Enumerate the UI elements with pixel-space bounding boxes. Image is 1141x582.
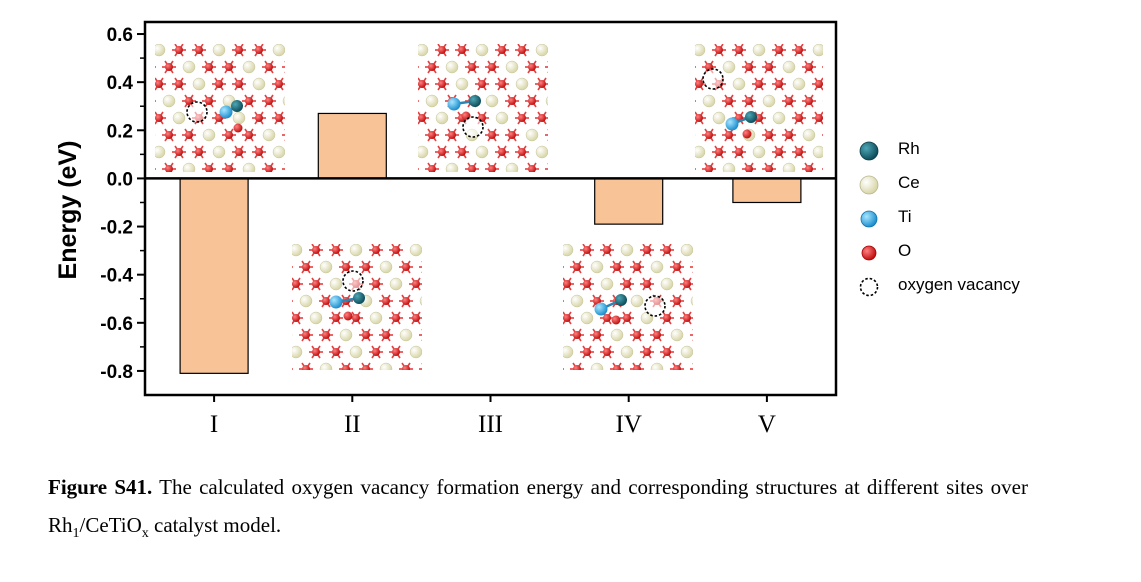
rh-atom-icon (469, 95, 481, 107)
caption-text-mid: /CeTiO (79, 513, 142, 537)
bar-I (179, 177, 249, 374)
y-axis-label: Energy (eV) (54, 141, 82, 280)
x-tick-label: I (210, 411, 218, 438)
y-tick-label: -0.6 (100, 314, 133, 335)
o-atom-icon (343, 311, 353, 321)
structure-inset-IV (563, 244, 693, 370)
vacancy-dashed-circle-icon (702, 68, 724, 90)
ti-atom-icon (447, 97, 461, 111)
caption-text-before: The calculated oxygen vacancy formation … (48, 475, 1028, 537)
legend-label: O (898, 241, 912, 260)
rh-atom-icon (353, 292, 365, 304)
x-tick-label: II (344, 411, 361, 438)
vacancy-dashed-circle-icon (342, 270, 364, 292)
o-atom-icon (611, 315, 621, 325)
legend-label: oxygen vacancy (898, 275, 1020, 294)
ce-atom-icon (859, 175, 879, 195)
y-tick-label: 0.2 (107, 121, 133, 142)
caption-text-after: catalyst model. (148, 513, 282, 537)
ti-atom-icon (860, 210, 878, 228)
structure-inset-V (695, 44, 823, 172)
ti-atom-icon (219, 105, 233, 119)
vacancy-dashed-circle-icon (644, 295, 666, 317)
rh-atom-icon (615, 294, 627, 306)
legend-label: Ti (898, 207, 912, 226)
figure-caption: Figure S41. The calculated oxygen vacanc… (48, 468, 1028, 544)
legend-label: Rh (898, 139, 920, 158)
structure-inset-I (155, 44, 285, 172)
caption-sub-1: 1 (72, 526, 80, 542)
y-tick-label: 0.4 (107, 73, 134, 94)
vacancy-dashed-circle-icon (186, 101, 208, 123)
o-atom-icon (233, 123, 243, 133)
y-tick-label: -0.2 (100, 218, 133, 239)
ti-atom-icon (725, 117, 739, 131)
ti-atom-icon (594, 302, 608, 316)
structure-inset-II (292, 244, 422, 370)
bar-V (732, 177, 802, 204)
y-tick-label: 0.6 (107, 25, 133, 46)
vacancy-dashed-circle-icon (859, 277, 879, 297)
rh-atom-icon (745, 111, 757, 123)
vacancy-dashed-circle-icon (462, 116, 484, 138)
bar-II (317, 112, 387, 180)
legend-label: Ce (898, 173, 920, 192)
o-atom-icon (742, 129, 752, 139)
bar-IV (594, 177, 664, 225)
y-tick-label: -0.8 (100, 362, 133, 383)
rh-atom-icon (231, 100, 243, 112)
ti-atom-icon (329, 295, 343, 309)
caption-label: Figure S41. (48, 475, 153, 499)
chart: 0.60.40.20.0-0.2-0.4-0.6-0.8 I II III IV V E… (54, 20, 838, 438)
caption-sub-x: x (141, 526, 149, 542)
y-tick-label: 0.0 (107, 169, 133, 190)
y-tick-label: -0.4 (100, 266, 133, 287)
x-tick-label: IV (616, 411, 642, 438)
rh-atom-icon (859, 141, 879, 161)
x-tick-label: III (478, 411, 503, 438)
x-tick-label: V (758, 411, 776, 438)
structure-inset-III (418, 44, 548, 172)
o-atom-icon (861, 245, 877, 261)
